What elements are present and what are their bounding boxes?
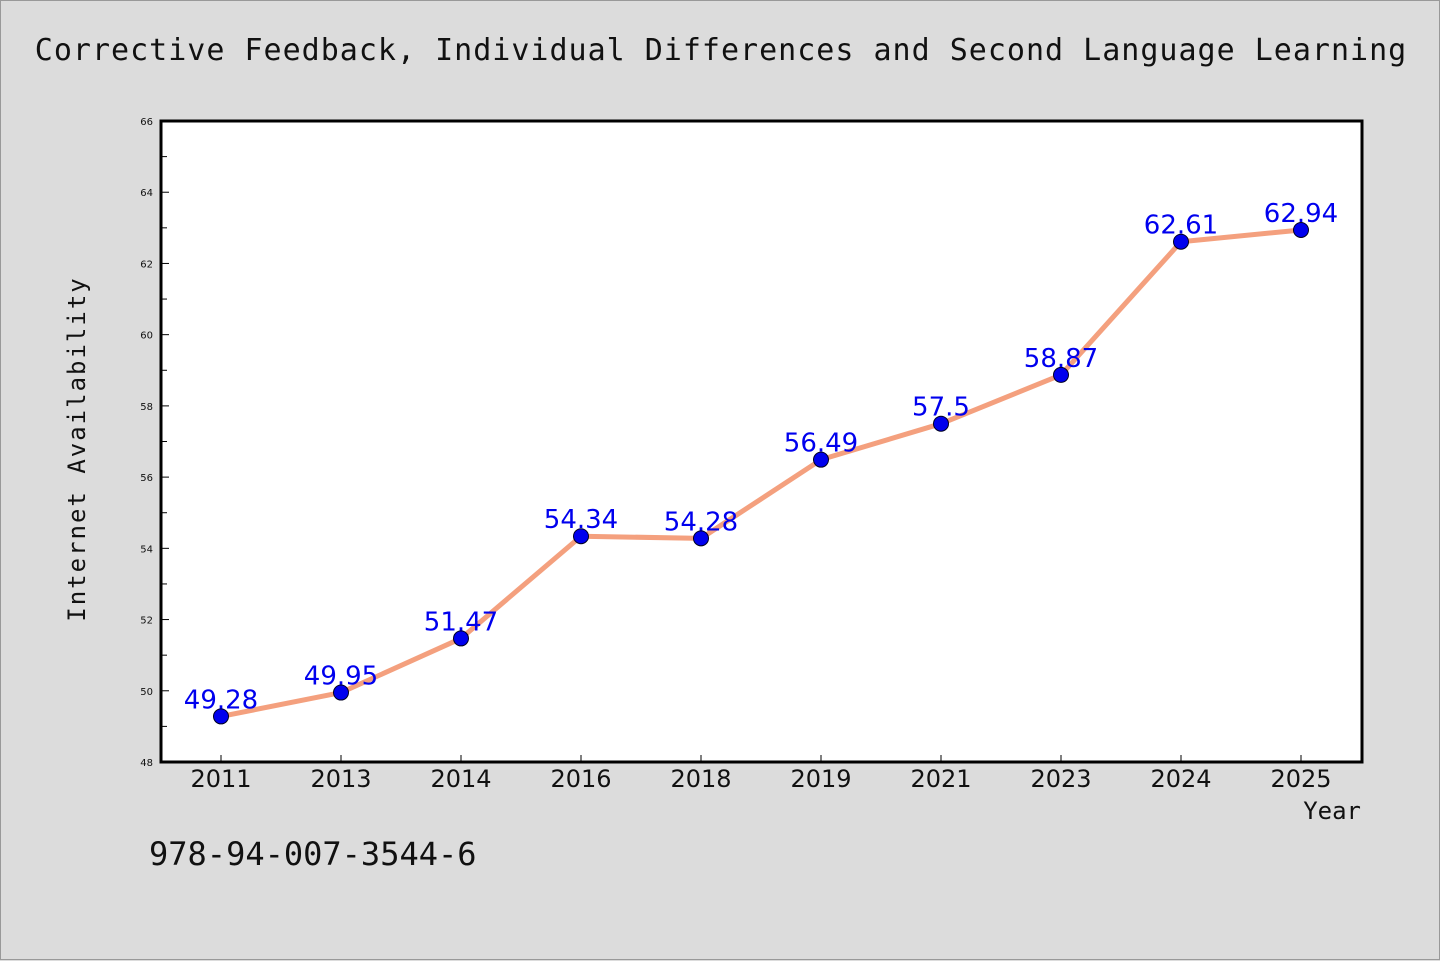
- data-label: 54.28: [664, 507, 738, 537]
- data-label: 49.95: [304, 662, 378, 692]
- data-point: [813, 451, 829, 468]
- x-tick-label: 2024: [1150, 765, 1211, 793]
- data-point: [1293, 221, 1309, 238]
- x-tick-label: 2014: [430, 765, 491, 793]
- x-tick-label: 2025: [1270, 765, 1331, 793]
- data-point: [333, 684, 349, 701]
- x-tick-label: 2016: [550, 765, 611, 793]
- x-tick-label: 2011: [190, 765, 251, 793]
- y-tick-label: 52: [140, 616, 153, 627]
- plot-area: [159, 119, 1364, 764]
- data-label: 62.94: [1264, 199, 1338, 229]
- data-label: 56.49: [784, 429, 858, 459]
- data-label: 49.28: [184, 685, 258, 715]
- data-point: [573, 528, 589, 545]
- y-tick-label: 48: [140, 758, 153, 769]
- data-point: [933, 415, 949, 432]
- data-label: 54.34: [544, 505, 618, 535]
- y-tick-label: 62: [140, 259, 153, 270]
- data-label: 57.5: [912, 393, 970, 423]
- x-axis-label: Year: [1303, 797, 1361, 825]
- x-tick-label: 2013: [310, 765, 371, 793]
- y-tick-label: 50: [140, 687, 153, 698]
- x-tick-label: 2021: [910, 765, 971, 793]
- y-tick-label: 58: [140, 402, 153, 413]
- data-point: [1173, 233, 1189, 250]
- data-point: [453, 630, 469, 647]
- data-label: 58.87: [1024, 344, 1098, 374]
- data-point: [693, 530, 709, 547]
- chart-title: Corrective Feedback, Individual Differen…: [34, 33, 1408, 68]
- y-tick-label: 56: [140, 473, 153, 484]
- y-tick-label: 64: [140, 188, 153, 199]
- data-point: [1053, 366, 1069, 383]
- data-label: 62.61: [1144, 211, 1218, 241]
- y-tick-label: 60: [140, 331, 153, 342]
- series-line: [218, 227, 1304, 719]
- data-label: 51.47: [424, 607, 498, 637]
- x-tick-label: 2023: [1030, 765, 1091, 793]
- y-tick-label: 54: [140, 544, 153, 555]
- data-point: [213, 708, 229, 725]
- y-tick-label: 66: [140, 117, 153, 128]
- x-tick-label: 2019: [790, 765, 851, 793]
- x-tick-label: 2018: [670, 765, 731, 793]
- isbn-text: 978-94-007-3544-6: [149, 835, 477, 873]
